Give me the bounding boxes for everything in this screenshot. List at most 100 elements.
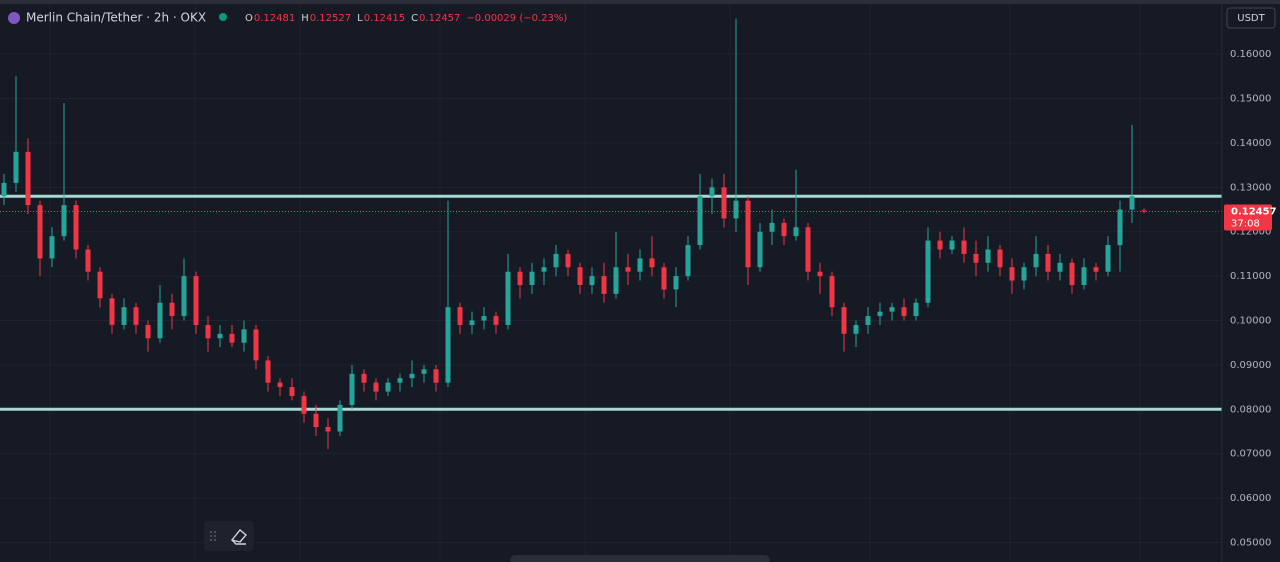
candle-body <box>913 302 919 317</box>
candle-body <box>589 276 595 285</box>
candle-body <box>157 302 163 339</box>
change-value: −0.00029 (−0.23%) <box>466 13 567 24</box>
ohlc-key: C <box>411 13 418 24</box>
candle-body <box>613 267 619 294</box>
candle-body <box>169 302 175 317</box>
candle-body <box>265 360 271 383</box>
candle-body <box>469 320 475 325</box>
y-tick-label: 0.15000 <box>1230 94 1271 105</box>
candle-body <box>229 333 235 343</box>
candle-body <box>505 271 511 325</box>
candle-body <box>1033 253 1039 268</box>
candle-body <box>565 253 571 268</box>
candle-body <box>721 187 727 219</box>
candle-body <box>433 369 439 383</box>
candle-body <box>1105 245 1111 272</box>
candle-body <box>841 307 847 334</box>
candle-body <box>517 271 523 285</box>
last-price-label: 0.12457 <box>1231 206 1277 217</box>
candle-body <box>745 200 751 268</box>
ohlc-key: O <box>245 13 253 24</box>
scroll-bar[interactable] <box>510 555 770 562</box>
candle-body <box>577 267 583 285</box>
candle-body <box>1141 210 1147 212</box>
candle-body <box>1009 267 1015 281</box>
candle-body <box>61 205 67 237</box>
y-tick-label: 0.12000 <box>1230 227 1271 238</box>
candle-body <box>661 267 667 290</box>
y-tick-label: 0.08000 <box>1230 404 1271 415</box>
ohlc-key: H <box>301 13 309 24</box>
candle-body <box>121 307 127 325</box>
candle-body <box>1 182 7 197</box>
candle-body <box>181 276 187 317</box>
candle-body <box>397 378 403 383</box>
ohlc-legend: O 0.12481 H 0.12527 L 0.12415 C 0.12457 −0.00029… <box>245 13 567 24</box>
candle-body <box>217 333 223 339</box>
y-tick-label: 0.09000 <box>1230 360 1271 371</box>
y-tick-label: 0.10000 <box>1230 316 1271 327</box>
candle-body <box>637 258 643 272</box>
candle-body <box>1021 267 1027 281</box>
y-tick-label: 0.13000 <box>1230 182 1271 193</box>
candle-body <box>997 249 1003 268</box>
candle-body <box>697 196 703 246</box>
candle-body <box>829 276 835 308</box>
candle-body <box>337 404 343 432</box>
candle-body <box>109 298 115 325</box>
countdown-label: 37:08 <box>1231 218 1260 229</box>
price-axis: 0.05000 0.06000 0.07000 0.08000 0.09000 0.100… <box>1224 49 1277 548</box>
symbol-icon <box>8 12 20 24</box>
candle-body <box>373 382 379 392</box>
candle-body <box>805 227 811 272</box>
currency-label[interactable]: USDT <box>1237 13 1265 24</box>
eraser-button[interactable] <box>230 529 247 545</box>
candle-body <box>241 329 247 343</box>
candle-body <box>877 311 883 317</box>
candle-body <box>1117 209 1123 246</box>
candle-body <box>769 222 775 232</box>
ohlc-key: L <box>357 13 363 24</box>
candle-body <box>781 222 787 237</box>
candle-body <box>349 373 355 405</box>
candle-body <box>985 249 991 263</box>
candle-body <box>289 387 295 396</box>
candle-body <box>853 324 859 334</box>
candle-body <box>457 307 463 325</box>
candle-body <box>685 245 691 277</box>
candle-body <box>493 316 499 325</box>
candle-body <box>625 267 631 272</box>
ohlc-value: 0.12527 <box>310 13 351 24</box>
candle-body <box>1057 262 1063 272</box>
candle-body <box>949 240 955 250</box>
candle-body <box>361 373 367 383</box>
candle-body <box>205 324 211 339</box>
symbol-title[interactable]: Merlin Chain/Tether · 2h · OKX <box>26 11 206 25</box>
candle-body <box>277 382 283 388</box>
candle-body <box>1129 196 1135 210</box>
currency-button[interactable] <box>1226 7 1276 29</box>
top-border <box>0 0 1280 4</box>
candle-body <box>313 413 319 428</box>
y-tick-label: 0.11000 <box>1230 271 1271 282</box>
candle-body <box>37 205 43 259</box>
candle-body <box>817 271 823 277</box>
y-tick-label: 0.14000 <box>1230 138 1271 149</box>
candle-body <box>13 151 19 183</box>
candle-body <box>325 427 331 432</box>
candle-body <box>937 240 943 250</box>
vertical-grid <box>49 4 1141 562</box>
candle-body <box>901 307 907 317</box>
ohlc-value: 0.12415 <box>364 13 405 24</box>
candle-body <box>973 253 979 263</box>
candle-body <box>133 307 139 325</box>
candle-body <box>961 240 967 254</box>
candle-body <box>301 395 307 414</box>
candle-body <box>73 205 79 250</box>
candle-body <box>1069 262 1075 285</box>
candle-body <box>253 329 259 361</box>
candle-body <box>481 316 487 321</box>
